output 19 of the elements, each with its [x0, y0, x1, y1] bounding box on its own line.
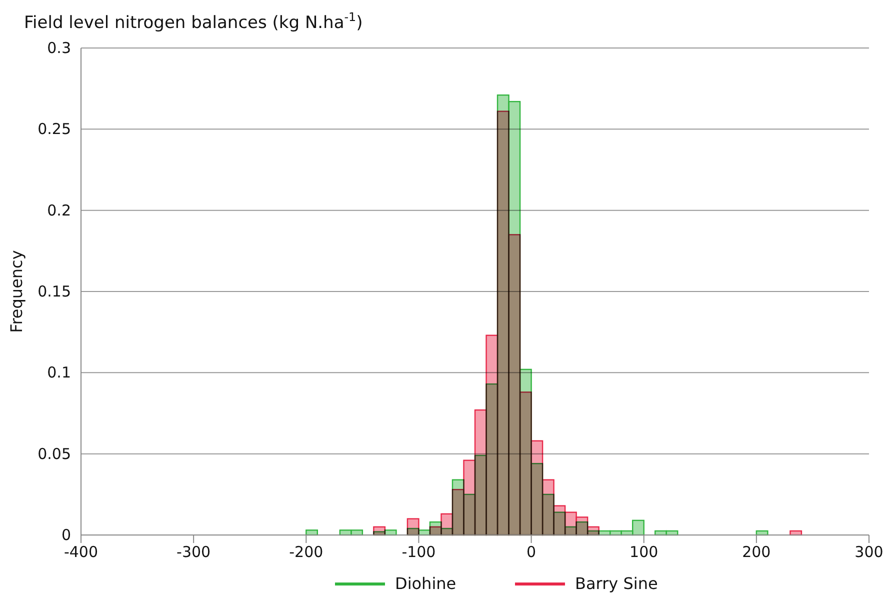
x-tick-label: 300: [854, 543, 884, 561]
y-tick-label: 0.2: [47, 201, 71, 220]
y-tick-label: 0.1: [47, 364, 71, 382]
x-tick-label: -400: [64, 543, 98, 561]
x-tick-label: -100: [402, 543, 436, 561]
x-tick-label: 0: [526, 543, 536, 561]
x-tick-label: -300: [176, 543, 211, 561]
y-axis-title: Frequency: [7, 250, 26, 333]
y-tick-label: 0.15: [38, 282, 71, 300]
y-tick-label: 0: [61, 526, 71, 544]
y-tick-label: 0.3: [47, 39, 71, 57]
x-tick-label: -200: [289, 543, 324, 561]
y-tick-label: 0.05: [38, 444, 71, 463]
chart-title: Field level nitrogen balances (kg N.ha$^{-1}$): [24, 10, 363, 33]
y-tick-label: 0.25: [38, 120, 71, 138]
legend-label: Diohine: [395, 574, 456, 593]
legend-label: Barry Sine: [575, 574, 658, 593]
x-tick-label: 200: [742, 543, 771, 561]
x-tick-label: 100: [630, 543, 658, 561]
